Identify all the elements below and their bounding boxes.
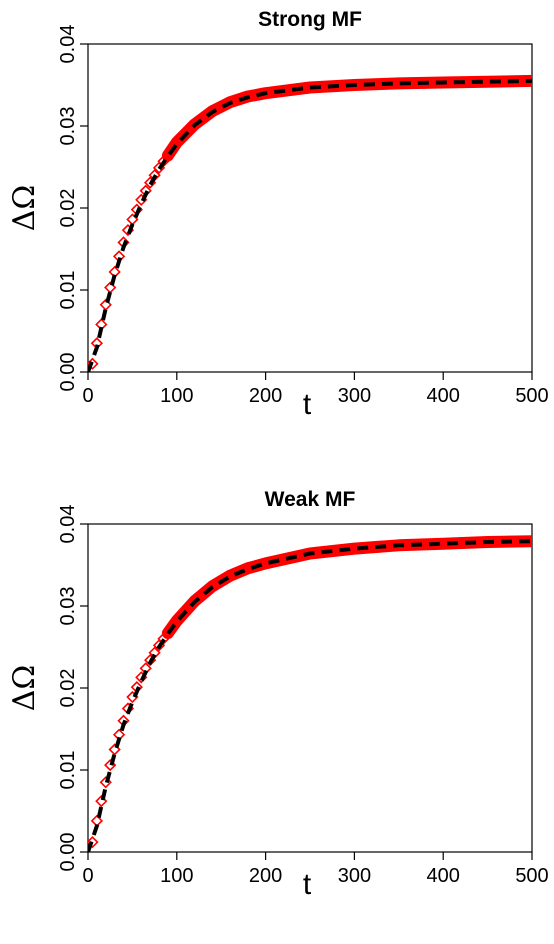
plot-area — [88, 535, 532, 852]
dense-marker-band — [161, 535, 532, 640]
y-tick-label: 0.04 — [57, 25, 79, 64]
x-tick-label: 500 — [515, 865, 548, 887]
y-tick-label: 0.02 — [57, 189, 79, 228]
chart-svg: Weak MF 0 100 200 300 400 500 0.00 0.01 0.02 0.03 0… — [7, 488, 549, 901]
fit-curve-dashed — [88, 539, 532, 852]
x-tick-label: 0 — [82, 385, 93, 407]
y-tick-label: 0.02 — [57, 669, 79, 708]
chart-title: Weak MF — [265, 488, 356, 511]
y-axis-label: ΔΩ — [7, 665, 42, 712]
x-tick-label: 400 — [427, 385, 460, 407]
fit-curve-dashed — [88, 78, 532, 372]
y-tick-label: 0.00 — [57, 833, 79, 872]
plot-area — [88, 74, 532, 372]
x-tick-label: 400 — [427, 865, 460, 887]
y-tick-label: 0.01 — [57, 271, 79, 310]
data-point-marker — [88, 357, 99, 370]
x-tick-label: 100 — [160, 385, 193, 407]
x-tick-label: 100 — [160, 865, 193, 887]
y-tick-label: 0.03 — [57, 107, 79, 146]
chart-svg: Strong MF 0 100 200 300 400 500 0.00 0.01 0.02 0.0… — [7, 8, 549, 421]
x-axis-label: t — [303, 388, 312, 421]
x-tick-label: 0 — [82, 865, 93, 887]
x-tick-label: 200 — [249, 385, 282, 407]
plot-frame — [87, 523, 533, 853]
x-tick-label: 300 — [338, 385, 371, 407]
y-tick-label: 0.04 — [57, 505, 79, 544]
y-tick-label: 0.00 — [57, 353, 79, 392]
y-axis-label: ΔΩ — [7, 185, 42, 232]
dense-marker-band — [161, 74, 532, 162]
x-tick-label: 500 — [515, 385, 548, 407]
chart-panel-strong-mf: Strong MF 0 100 200 300 400 500 0.00 0.01 0.02 0.0… — [0, 0, 554, 464]
chart-panel-weak-mf: Weak MF 0 100 200 300 400 500 0.00 0.01 0.02 0.03 0… — [0, 480, 554, 944]
y-tick-label: 0.01 — [57, 751, 79, 790]
x-tick-label: 300 — [338, 865, 371, 887]
x-axis-label: t — [303, 868, 312, 901]
data-point-marker — [88, 836, 99, 849]
y-tick-label: 0.03 — [57, 587, 79, 626]
x-tick-label: 200 — [249, 865, 282, 887]
chart-title: Strong MF — [258, 8, 362, 31]
